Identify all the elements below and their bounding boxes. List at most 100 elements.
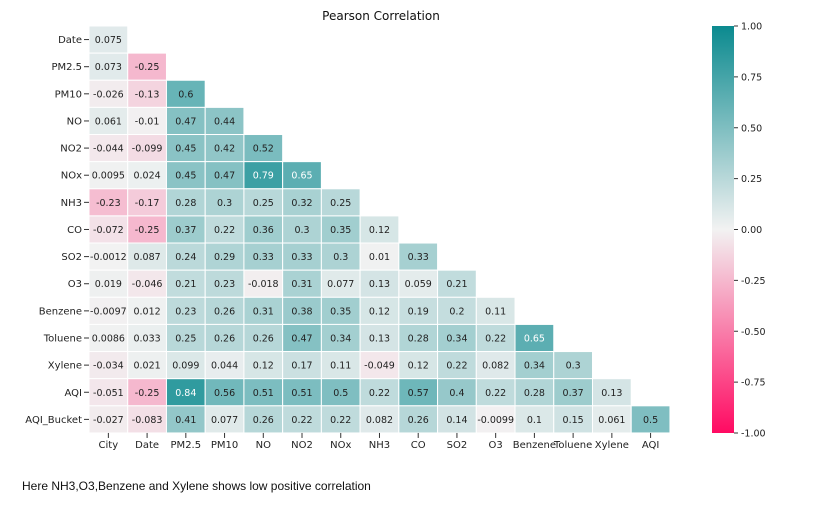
heatmap-cell <box>282 242 322 271</box>
cell-value-label: 0.25 <box>253 198 274 209</box>
heatmap-cell <box>282 378 322 407</box>
cell-value-label: 0.077 <box>211 415 238 426</box>
cell-value-label: 0.35 <box>330 306 351 317</box>
heatmap-cell <box>88 188 129 217</box>
cell-value-label: 0.01 <box>369 252 390 263</box>
cell-value-label: 0.32 <box>291 198 312 209</box>
cell-value-label: 0.37 <box>175 225 196 236</box>
heatmap-cell <box>437 351 477 380</box>
colorbar-tick-label: 0.25 <box>741 174 762 185</box>
heatmap-cell <box>204 161 245 190</box>
cell-value-label: 0.21 <box>175 279 196 290</box>
heatmap-cell <box>320 378 361 407</box>
cell-value-label: 0.073 <box>95 62 122 73</box>
cell-value-label: -0.01 <box>135 116 160 127</box>
cell-value-label: -0.049 <box>364 361 395 372</box>
row-tick-label: CO <box>67 225 82 236</box>
heatmap-cell <box>204 106 245 136</box>
row-tick-label: NO <box>67 116 82 127</box>
cell-value-label: 0.26 <box>253 333 274 344</box>
cell-value-label: 0.42 <box>214 144 235 155</box>
heatmap-cell <box>398 269 439 298</box>
column-tick-label: NH3 <box>369 440 390 451</box>
caption-text: Here NH3,O3,Benzene and Xylene shows low… <box>22 479 371 493</box>
heatmap-cell <box>243 378 284 407</box>
heatmap-cell <box>475 405 516 434</box>
colorbar-tick-label: 0.75 <box>741 72 762 83</box>
cell-value-label: 0.0086 <box>92 333 125 344</box>
heatmap-cell <box>514 323 555 353</box>
cell-value-label: 0.35 <box>330 225 351 236</box>
cell-value-label: 0.12 <box>253 361 274 372</box>
cell-value-label: 0.22 <box>291 415 312 426</box>
cell-value-label: 0.22 <box>330 415 351 426</box>
cell-value-label: 0.4 <box>449 388 464 399</box>
colorbar-tick-label: -0.50 <box>741 327 766 338</box>
row-tick-label: Date <box>58 35 82 46</box>
row-tick-label: AQI <box>65 388 83 399</box>
heatmap-cell <box>165 351 206 380</box>
colorbar-tick-label: 0.50 <box>741 123 762 134</box>
column-tick-label: Toluene <box>553 440 592 451</box>
column-labels: City Date PM2.5 PM10 NO NO2 NOx NH3 CO SO2 O3 Benze… <box>99 432 660 451</box>
heatmap-cell <box>398 351 439 380</box>
row-tick-label: SO2 <box>61 252 82 263</box>
heatmap-cell <box>514 378 555 407</box>
column-tick-label: Date <box>135 440 159 451</box>
row-tick-label: Xylene <box>48 361 82 372</box>
column-tick-label: AQI <box>642 440 660 451</box>
heatmap-cell <box>204 351 245 380</box>
cell-value-label: 0.5 <box>643 415 658 426</box>
cell-value-label: 0.22 <box>446 361 467 372</box>
cell-value-label: 0.65 <box>291 171 312 182</box>
cell-value-label: 0.15 <box>563 415 584 426</box>
cell-value-label: -0.046 <box>132 279 163 290</box>
row-tick-label: PM2.5 <box>51 62 82 73</box>
cell-value-label: 0.31 <box>291 279 312 290</box>
heatmap-cell <box>282 296 322 325</box>
heatmap-cell <box>88 323 129 353</box>
cell-value-label: 0.17 <box>291 361 312 372</box>
heatmap-cell <box>243 161 284 190</box>
cell-value-label: 0.21 <box>446 279 467 290</box>
cell-value-label: 0.22 <box>369 388 390 399</box>
cell-value-label: 0.51 <box>291 388 312 399</box>
row-tick-label: NH3 <box>61 198 82 209</box>
heatmap-cell <box>553 378 593 407</box>
cell-value-label: -0.0097 <box>90 306 127 317</box>
heatmap-cell <box>320 351 361 380</box>
heatmap-cell <box>359 378 400 407</box>
cell-value-label: -0.0099 <box>477 415 514 426</box>
cell-value-label: 0.099 <box>172 361 199 372</box>
row-tick-label: AQI_Bucket <box>25 415 82 426</box>
column-tick-label: City <box>99 440 119 451</box>
heatmap-cell <box>282 323 322 353</box>
column-tick-label: NO2 <box>291 440 313 451</box>
cell-value-label: 0.33 <box>408 252 429 263</box>
cell-value-label: 0.22 <box>485 333 506 344</box>
cell-value-label: 0.28 <box>408 333 429 344</box>
cell-value-label: 0.36 <box>253 225 274 236</box>
cell-value-label: 0.13 <box>369 333 390 344</box>
colorbar <box>712 26 734 433</box>
cell-value-label: 0.11 <box>330 361 351 372</box>
heatmap-cell <box>165 79 206 108</box>
correlation-heatmap: Pearson Correlation 0.075 0.073 -0.25 -0.02… <box>25 9 766 451</box>
heatmap-cell <box>204 134 245 163</box>
cell-value-label: 0.082 <box>482 361 509 372</box>
cell-value-label: 0.47 <box>175 116 196 127</box>
cell-value-label: 0.26 <box>214 333 235 344</box>
cell-value-label: 0.45 <box>175 171 196 182</box>
cell-value-label: -0.099 <box>132 144 163 155</box>
heatmap-cell <box>437 269 477 298</box>
cell-value-label: 0.38 <box>291 306 312 317</box>
cell-value-label: 0.24 <box>175 252 196 263</box>
heatmap-cell <box>475 296 516 325</box>
cell-value-label: 0.021 <box>133 361 160 372</box>
cell-value-label: -0.25 <box>135 225 160 236</box>
column-tick-label: NOx <box>330 440 351 451</box>
cell-value-label: 0.6 <box>178 89 193 100</box>
cell-value-label: 0.47 <box>214 171 235 182</box>
cell-value-label: 0.3 <box>217 198 232 209</box>
cell-value-label: 0.061 <box>598 415 625 426</box>
